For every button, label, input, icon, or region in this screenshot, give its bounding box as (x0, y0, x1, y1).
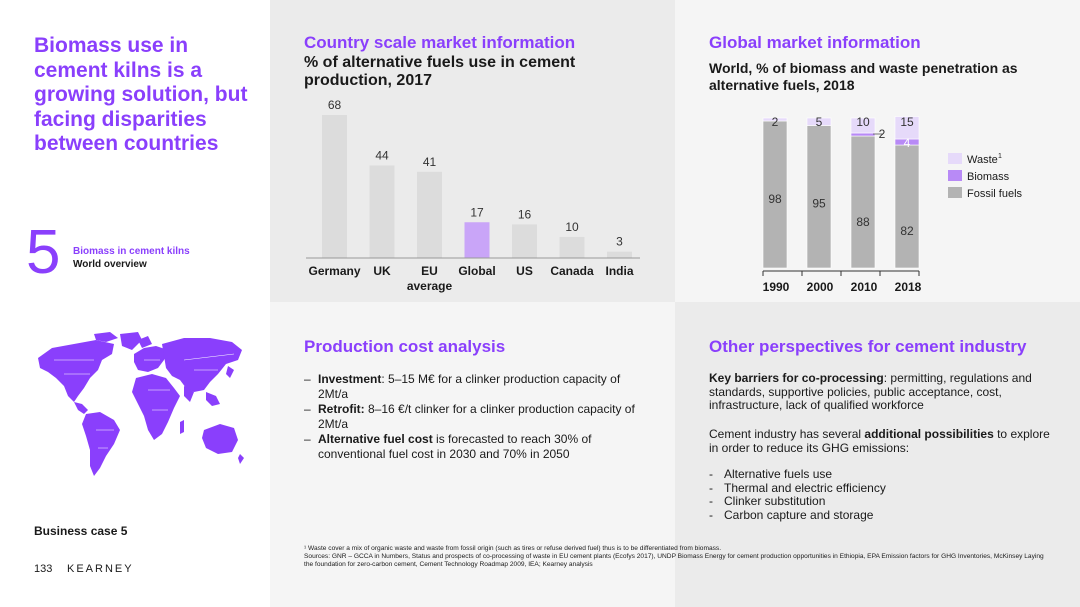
data-label-fossil: 88 (856, 215, 870, 229)
page-title: Biomass use in cement kilns is a growing… (34, 34, 248, 155)
possibilities-paragraph: Cement industry has several additional p… (709, 427, 1050, 455)
production-cost-panel: Production cost analysis Investment: 5–1… (270, 302, 675, 607)
tick-label: 1990 (763, 280, 790, 294)
business-case-label: Business case 5 (34, 524, 128, 538)
legend-swatch (948, 187, 962, 198)
page-number: 133 (34, 563, 53, 575)
data-label-waste: 15 (900, 115, 914, 129)
cost-item-retrofit: Retrofit: 8–16 €/t clinker for a clinker… (304, 402, 644, 432)
barriers-paragraph: Key barriers for co-processing: permitti… (709, 371, 1032, 412)
cost-item-investment: Investment: 5–15 M€ for a clinker produc… (304, 372, 644, 402)
data-label-biomass: 4 (904, 136, 911, 150)
data-label: 68 (328, 98, 342, 112)
list-item: Thermal and electric efficiency (709, 481, 886, 496)
tick-label: EU (421, 264, 438, 278)
legend-swatch (948, 170, 962, 181)
global-chart-subtitle: World, % of biomass and waste penetratio… (709, 60, 1018, 93)
legend-swatch (948, 153, 962, 164)
country-market-panel: Country scale market information % of al… (270, 0, 675, 302)
segment-fossil-fuels-2000 (806, 125, 832, 269)
tick-label: 2018 (895, 280, 922, 294)
cost-item-fuel: Alternative fuel cost is forecasted to r… (304, 432, 644, 462)
segment-fossil-fuels-2010 (850, 135, 876, 269)
data-label: 3 (616, 235, 623, 249)
global-panel-title: Global market information (709, 33, 921, 52)
segment-fossil-fuels-2018 (894, 144, 920, 269)
other-perspectives-panel: Other perspectives for cement industry K… (675, 302, 1080, 607)
country-panel-title: Country scale market information (304, 33, 576, 52)
tick-label: 2000 (807, 280, 834, 294)
segment-fossil-fuels-1990 (762, 120, 788, 269)
data-label: 44 (375, 148, 389, 162)
section-number: 5 (26, 218, 61, 287)
bar-india (607, 251, 632, 258)
tick-label: 2010 (851, 280, 878, 294)
list-item: Carbon capture and storage (709, 508, 886, 523)
data-label-fossil: 95 (812, 197, 826, 211)
bar-germany (322, 115, 347, 258)
possibilities-list: Alternative fuels use Thermal and electr… (709, 467, 886, 523)
cost-panel-title: Production cost analysis (304, 337, 506, 356)
segment-waste-2018 (894, 116, 920, 140)
cost-list: Investment: 5–15 M€ for a clinker produc… (304, 372, 644, 462)
footnote-waste: ¹ Waste cover a mix of organic waste and… (304, 545, 722, 552)
legend-label: Biomass (967, 171, 1010, 183)
data-label: 10 (565, 220, 579, 234)
legend-superscript: 1 (998, 153, 1002, 160)
data-label: 41 (423, 155, 437, 169)
section-title: Biomass in cement kilns (73, 246, 190, 257)
other-panel-title: Other perspectives for cement industry (709, 337, 1027, 356)
tick-label: UK (373, 264, 391, 278)
world-map-icon (38, 332, 244, 476)
bar-eu-average (417, 171, 442, 258)
bar-global (464, 222, 490, 258)
segment-biomass-2010 (850, 132, 876, 137)
data-label-fossil: 82 (900, 224, 914, 238)
global-stacked-chart: 98 2 1990 95 5 2000 88 10 2 2010 82 15 4 2018 Waste 1 Bi… (762, 115, 1023, 294)
legend-label: Fossil fuels (967, 188, 1023, 200)
section-subtitle: World overview (73, 259, 147, 270)
legend-label: Waste (967, 154, 998, 166)
segment-waste-2000 (806, 117, 832, 126)
tick-label: US (516, 264, 533, 278)
left-column: Biomass use in cement kilns is a growing… (0, 0, 270, 607)
country-chart-subtitle: % of alternative fuels use in cement pro… (304, 54, 576, 89)
bar-uk (369, 165, 395, 258)
brand-logo: KEARNEY (67, 563, 134, 575)
tick-label: India (605, 264, 633, 278)
footnote-sources: Sources: GNR – GCCA in Numbers, Status a… (304, 553, 1044, 568)
bar-canada (559, 236, 585, 258)
data-label-biomass: 2 (879, 127, 886, 141)
data-label-waste: 5 (816, 115, 823, 129)
data-label: 16 (518, 207, 532, 221)
list-item: Clinker substitution (709, 494, 886, 509)
tick-label: Canada (550, 264, 594, 278)
global-market-panel: Global market information World, % of bi… (675, 0, 1080, 302)
tick-label: average (407, 279, 453, 293)
data-label-waste: 2 (772, 115, 779, 129)
footnote: ¹ Waste cover a mix of organic waste and… (304, 545, 1044, 569)
data-label-waste: 10 (856, 115, 870, 129)
data-label: 17 (470, 205, 484, 219)
segment-waste-2010 (850, 117, 876, 134)
list-item: Alternative fuels use (709, 467, 886, 482)
tick-label: Germany (308, 264, 360, 278)
data-label-fossil: 98 (768, 192, 782, 206)
segment-waste-1990 (762, 117, 788, 122)
tick-label: Global (458, 264, 495, 278)
bar-us (512, 224, 537, 258)
